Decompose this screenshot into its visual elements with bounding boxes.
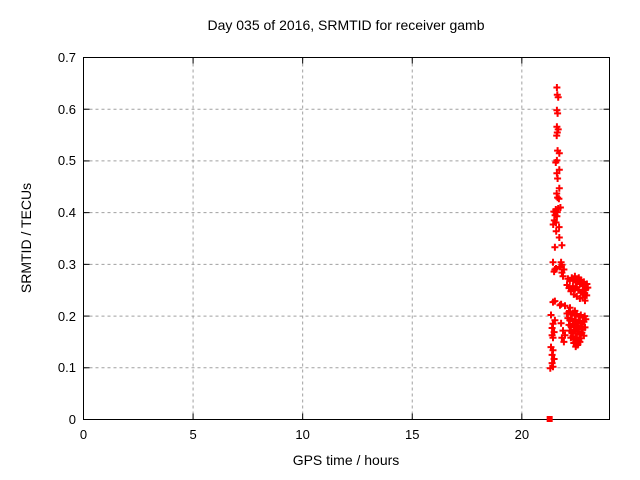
y-tick-label-0.6: 0.6 <box>57 101 76 117</box>
y-tick-label-0: 0 <box>68 412 76 427</box>
data-points-SRMTID <box>546 84 592 372</box>
x-tick-label-5: 5 <box>189 427 197 442</box>
axis-tick-marks <box>83 57 610 420</box>
x-tick-label-15: 15 <box>405 427 420 442</box>
grid-lines <box>83 57 610 420</box>
y-tick-label-0.5: 0.5 <box>57 153 76 169</box>
x-axis-label: GPS time / hours <box>292 452 400 468</box>
y-tick-label-0.7: 0.7 <box>57 50 76 65</box>
y-tick-label-0.3: 0.3 <box>57 256 76 272</box>
plot-border-rect <box>83 57 610 420</box>
y-tick-label-0.2: 0.2 <box>57 308 76 324</box>
x-tick-label-0: 0 <box>79 427 88 442</box>
data-point-square-zero-marker <box>546 416 553 422</box>
chart-title: Day 035 of 2016, SRMTID for receiver gam… <box>207 17 485 33</box>
x-tick-label-10: 10 <box>295 427 310 442</box>
x-tick-label-20: 20 <box>514 427 530 442</box>
scatter-points <box>546 84 592 422</box>
plot-border <box>83 57 610 420</box>
y-tick-label-0.1: 0.1 <box>57 360 76 376</box>
y-tick-label-0.4: 0.4 <box>57 205 76 221</box>
